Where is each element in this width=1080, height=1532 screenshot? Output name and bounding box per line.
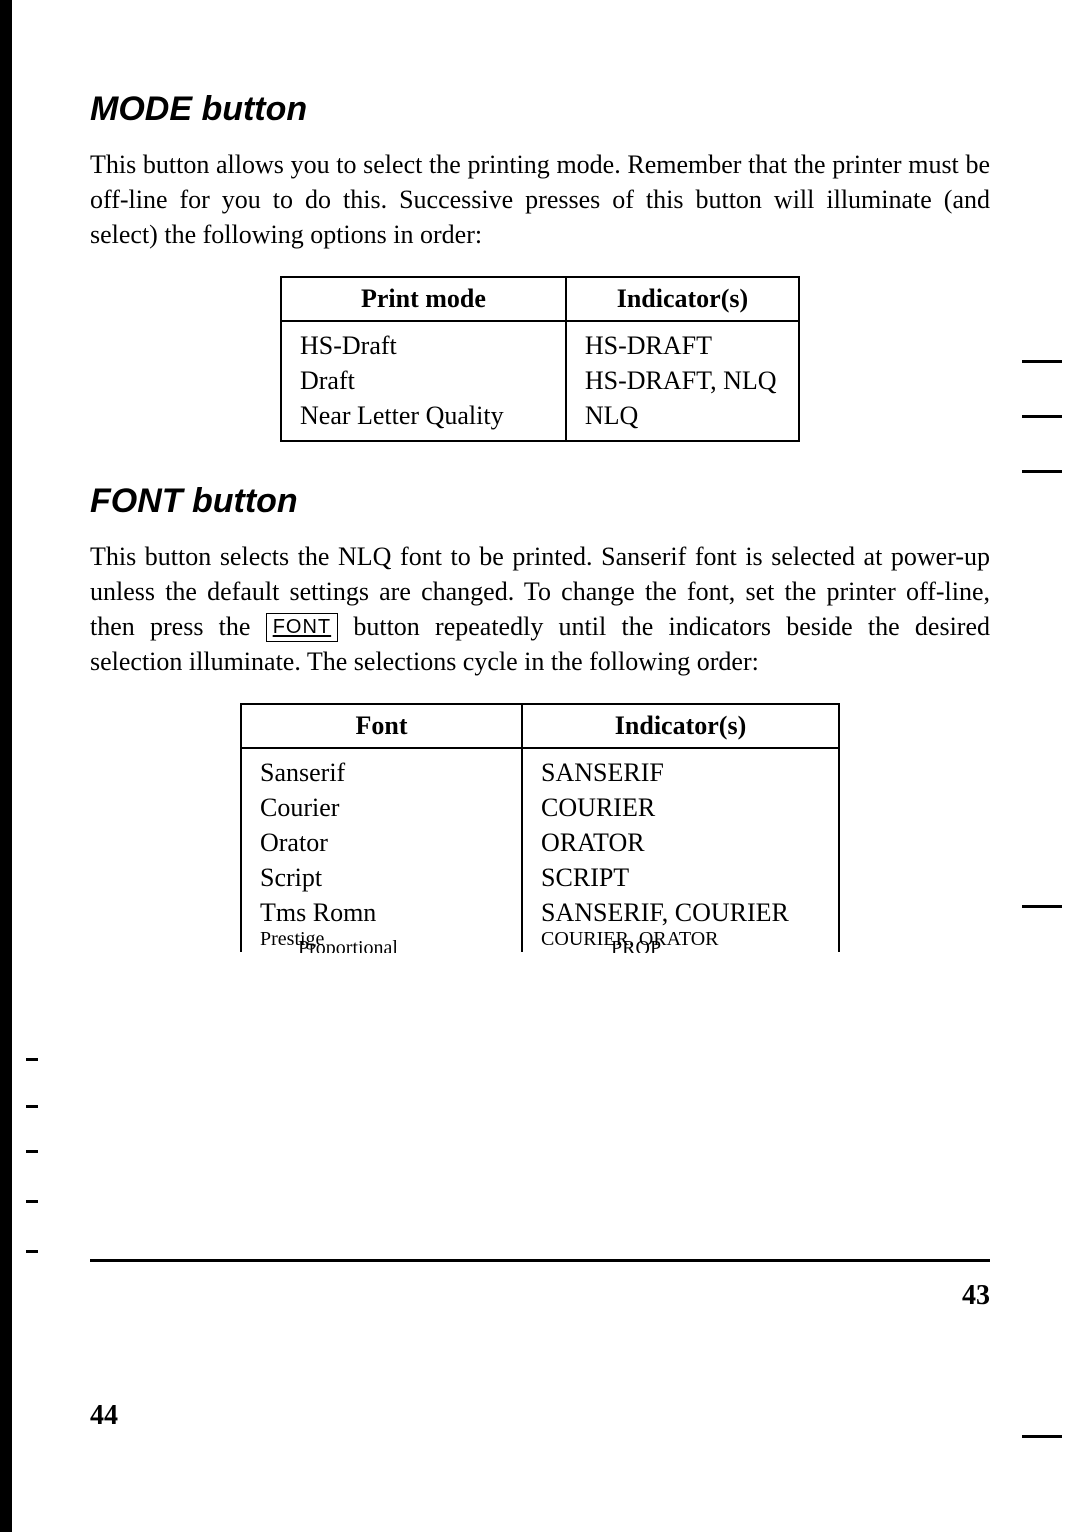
- cell: Orator: [260, 825, 503, 860]
- cell: Courier: [260, 790, 503, 825]
- cell: Near Letter Quality: [300, 398, 547, 433]
- font-button-paragraph: This button selects the NLQ font to be p…: [90, 539, 990, 679]
- table-row: Sanserif Courier Orator Script Tms Romn …: [241, 748, 839, 952]
- font-key-label: FONT: [266, 613, 338, 642]
- print-mode-table-wrap: Print mode Indicator(s) HS-Draft Draft N…: [90, 276, 990, 441]
- table-row: HS-Draft Draft Near Letter Quality HS-DR…: [281, 321, 799, 440]
- cell: SANSERIF, COURIER: [541, 895, 820, 930]
- cell: HS-DRAFT, NLQ: [585, 363, 780, 398]
- print-mode-table: Print mode Indicator(s) HS-Draft Draft N…: [280, 276, 800, 441]
- col-print-mode: Print mode: [281, 277, 566, 321]
- cell: Script: [260, 860, 503, 895]
- table-header-row: Print mode Indicator(s): [281, 277, 799, 321]
- overlap-cell: COURIER, ORATOR PROP: [541, 930, 820, 952]
- mode-button-paragraph: This button allows you to select the pri…: [90, 147, 990, 252]
- cell: ORATOR: [541, 825, 820, 860]
- cell: Draft: [300, 363, 547, 398]
- overlap-cell: Prestige Proportional: [260, 930, 503, 952]
- page-content: MODE button This button allows you to se…: [0, 0, 1080, 1532]
- page-footer-rule: [90, 1259, 990, 1262]
- cell: Tms Romn: [260, 895, 503, 930]
- cell: HS-Draft: [300, 328, 547, 363]
- font-table: Font Indicator(s) Sanserif Courier Orato…: [240, 703, 840, 952]
- page-number-43: 43: [962, 1280, 990, 1312]
- cell: SCRIPT: [541, 860, 820, 895]
- font-button-heading: FONT button: [90, 482, 990, 521]
- cell: NLQ: [585, 398, 780, 433]
- cell: HS-DRAFT: [585, 328, 780, 363]
- cell: Sanserif: [260, 755, 503, 790]
- col-indicators: Indicator(s): [566, 277, 799, 321]
- mode-button-heading: MODE button: [90, 90, 990, 129]
- table-header-row: Font Indicator(s): [241, 704, 839, 748]
- font-table-wrap: Font Indicator(s) Sanserif Courier Orato…: [90, 703, 990, 953]
- page-number-44: 44: [90, 1400, 118, 1432]
- col-indicators: Indicator(s): [522, 704, 839, 748]
- col-font: Font: [241, 704, 522, 748]
- cell: COURIER: [541, 790, 820, 825]
- cell: SANSERIF: [541, 755, 820, 790]
